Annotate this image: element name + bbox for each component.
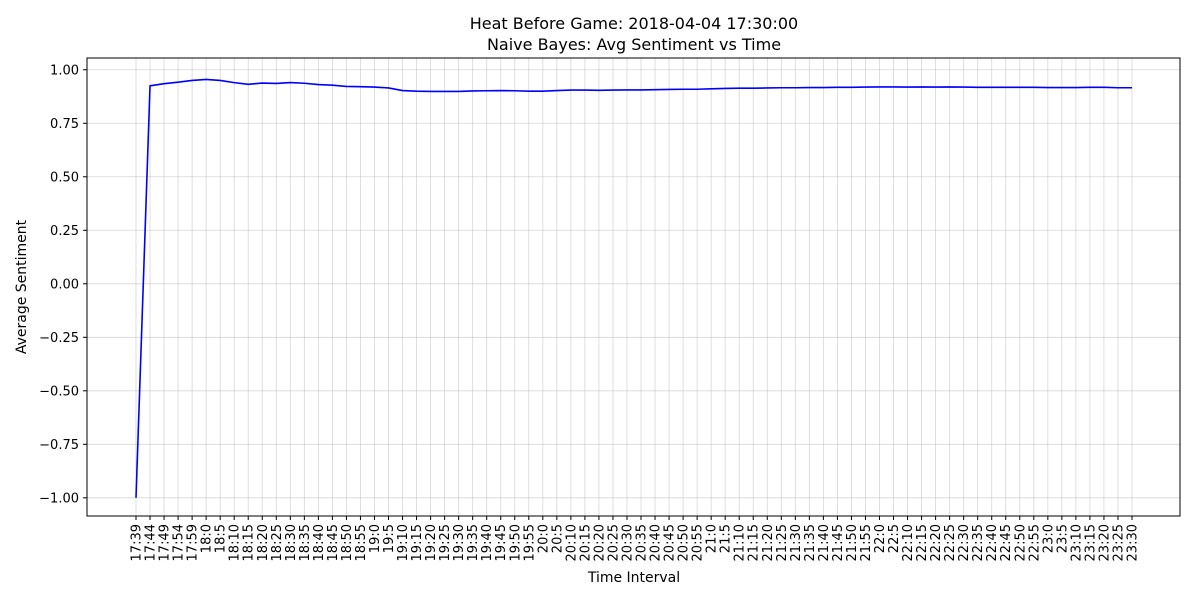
- x-tick-label: 22:55: [1027, 524, 1042, 561]
- y-tick-label: −0.50: [39, 384, 79, 399]
- x-tick-label: 20:30: [620, 524, 635, 561]
- y-tick-label: −0.75: [39, 438, 79, 453]
- x-tick-label: 21:30: [789, 524, 804, 561]
- x-tick-label: 21:45: [831, 524, 846, 561]
- x-tick-label: 19:45: [494, 524, 509, 561]
- x-tick-label: 21:40: [817, 524, 832, 561]
- x-tick-label: 18:10: [228, 524, 243, 561]
- x-tick-label: 18:50: [340, 524, 355, 561]
- x-tick-label: 22:30: [957, 524, 972, 561]
- x-tick-label: 20:20: [592, 524, 607, 561]
- x-tick-label: 18:25: [270, 524, 285, 561]
- x-tick-label: 18:20: [256, 524, 271, 561]
- x-tick-label: 22:20: [929, 524, 944, 561]
- x-tick-label: 17:39: [130, 524, 145, 561]
- y-tick-label: 0.50: [50, 170, 79, 185]
- x-tick-label: 22:40: [985, 524, 1000, 561]
- x-tick-label: 21:0: [705, 524, 720, 553]
- x-tick-label: 23:20: [1097, 524, 1112, 561]
- x-tick-label: 20:35: [635, 524, 650, 561]
- x-tick-label: 19:0: [368, 524, 383, 553]
- x-tick-label: 20:55: [691, 524, 706, 561]
- x-tick-label: 21:55: [859, 524, 874, 561]
- x-tick-label: 20:25: [606, 524, 621, 561]
- x-tick-label: 23:15: [1083, 524, 1098, 561]
- y-tick-label: 0.25: [50, 224, 79, 239]
- x-tick-label: 18:35: [298, 524, 313, 561]
- x-tick-label: 22:5: [887, 524, 902, 553]
- x-tick-label: 18:30: [284, 524, 299, 561]
- x-axis: 17:39 17:44 17:49 17:54 17:59 18:0 18:5 18:10 18…: [130, 516, 1141, 561]
- x-tick-label: 20:5: [550, 524, 565, 553]
- x-tick-label: 18:5: [214, 524, 229, 553]
- x-tick-label: 18:45: [326, 524, 341, 561]
- x-tick-label: 19:40: [480, 524, 495, 561]
- x-tick-label: 23:10: [1069, 524, 1084, 561]
- data-series: [135, 78, 1132, 498]
- x-tick-label: 20:45: [663, 524, 678, 561]
- x-tick-label: 21:5: [719, 524, 734, 553]
- x-tick-label: 18:0: [200, 524, 215, 553]
- x-tick-label: 19:20: [424, 524, 439, 561]
- x-tick-label: 19:25: [438, 524, 453, 561]
- x-tick-label: 22:35: [971, 524, 986, 561]
- x-tick-label: 18:55: [354, 524, 369, 561]
- x-tick-label: 19:30: [452, 524, 467, 561]
- x-tick-label: 21:50: [845, 524, 860, 561]
- x-tick-label: 19:5: [382, 524, 397, 553]
- y-axis: −1.00 −0.75 −0.50 −0.25 0.00 0.25 0.50 0.75 1.00: [39, 63, 87, 506]
- sentiment-line: [135, 78, 1132, 498]
- y-tick-label: 0.75: [50, 117, 79, 132]
- x-tick-label: 21:10: [733, 524, 748, 561]
- y-tick-label: −1.00: [39, 491, 79, 506]
- x-tick-label: 17:44: [144, 524, 159, 561]
- x-tick-label: 23:0: [1041, 524, 1056, 553]
- x-tick-label: 20:40: [649, 524, 664, 561]
- x-tick-label: 18:15: [242, 524, 257, 561]
- x-tick-label: 22:25: [943, 524, 958, 561]
- y-tick-label: 0.00: [50, 277, 79, 292]
- x-tick-label: 21:15: [747, 524, 762, 561]
- x-tick-label: 23:30: [1126, 524, 1141, 561]
- chart-title: Heat Before Game: 2018-04-04 17:30:00: [470, 14, 798, 33]
- grid-lines: [87, 58, 1180, 516]
- x-tick-label: 19:55: [522, 524, 537, 561]
- x-tick-label: 23:25: [1111, 524, 1126, 561]
- x-tick-label: 18:40: [312, 524, 327, 561]
- x-axis-label: Time Interval: [587, 570, 680, 586]
- x-tick-label: 17:49: [158, 524, 173, 561]
- y-axis-label: Average Sentiment: [14, 219, 30, 354]
- y-tick-label: 1.00: [50, 63, 79, 78]
- x-tick-label: 19:35: [466, 524, 481, 561]
- chart-subtitle: Naive Bayes: Avg Sentiment vs Time: [487, 35, 781, 54]
- x-tick-label: 20:0: [536, 524, 551, 553]
- x-tick-label: 21:20: [761, 524, 776, 561]
- x-tick-label: 20:50: [677, 524, 692, 561]
- x-tick-label: 22:10: [901, 524, 916, 561]
- x-tick-label: 20:10: [564, 524, 579, 561]
- x-tick-label: 21:25: [775, 524, 790, 561]
- x-tick-label: 22:0: [873, 524, 888, 553]
- x-tick-label: 22:15: [915, 524, 930, 561]
- x-tick-label: 19:50: [508, 524, 523, 561]
- x-tick-label: 22:45: [999, 524, 1014, 561]
- x-tick-label: 19:15: [410, 524, 425, 561]
- x-tick-label: 20:15: [578, 524, 593, 561]
- x-tick-label: 17:54: [172, 524, 187, 561]
- x-tick-label: 21:35: [803, 524, 818, 561]
- x-tick-label: 17:59: [186, 524, 201, 561]
- x-tick-label: 19:10: [396, 524, 411, 561]
- plot-frame: [86, 57, 1181, 517]
- x-tick-label: 23:5: [1055, 524, 1070, 553]
- y-tick-label: −0.25: [39, 331, 79, 346]
- x-tick-label: 22:50: [1013, 524, 1028, 561]
